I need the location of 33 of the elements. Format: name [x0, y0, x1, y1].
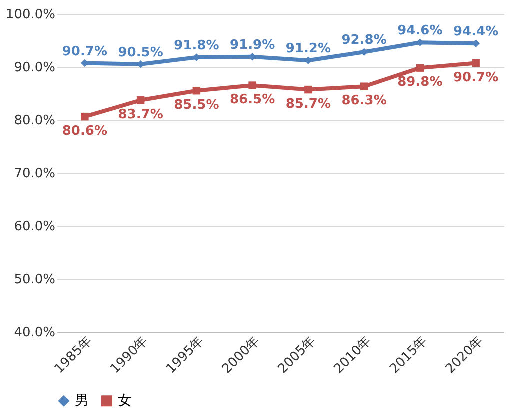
data-label: 94.4%	[454, 24, 499, 40]
data-label: 83.7%	[118, 107, 164, 122]
data-label: 89.8%	[398, 75, 443, 90]
point	[248, 82, 256, 90]
point	[136, 96, 145, 104]
point	[416, 64, 424, 72]
data-label: 86.3%	[342, 94, 387, 109]
y-tick-label: 60.0%	[14, 220, 56, 234]
y-tick-label: 40.0%	[14, 326, 56, 340]
data-label: 90.7%	[454, 70, 499, 86]
data-label: 91.8%	[174, 38, 220, 54]
data-label: 91.9%	[230, 38, 276, 53]
legend-label: 女	[118, 393, 132, 410]
legend-label: 男	[75, 393, 89, 410]
data-label: 91.2%	[286, 42, 331, 57]
data-label: 85.7%	[286, 96, 331, 112]
y-tick-label: 80.0%	[14, 114, 56, 128]
point	[192, 86, 201, 95]
y-tick-label: 100.0%	[6, 8, 56, 22]
y-tick-label: 50.0%	[14, 272, 56, 288]
point	[360, 82, 368, 90]
data-label: 85.5%	[174, 98, 220, 113]
y-tick-label: 90.0%	[14, 60, 56, 76]
data-label: 90.5%	[118, 45, 164, 60]
y-tick-label: 70.0%	[14, 166, 56, 182]
point	[304, 86, 312, 94]
data-label: 86.5%	[230, 92, 276, 108]
data-label: 94.6%	[398, 24, 443, 39]
point	[472, 59, 480, 68]
data-label: 92.8%	[342, 33, 387, 48]
point	[81, 112, 89, 121]
data-label: 90.7%	[62, 44, 108, 60]
data-label: 80.6%	[62, 124, 108, 139]
